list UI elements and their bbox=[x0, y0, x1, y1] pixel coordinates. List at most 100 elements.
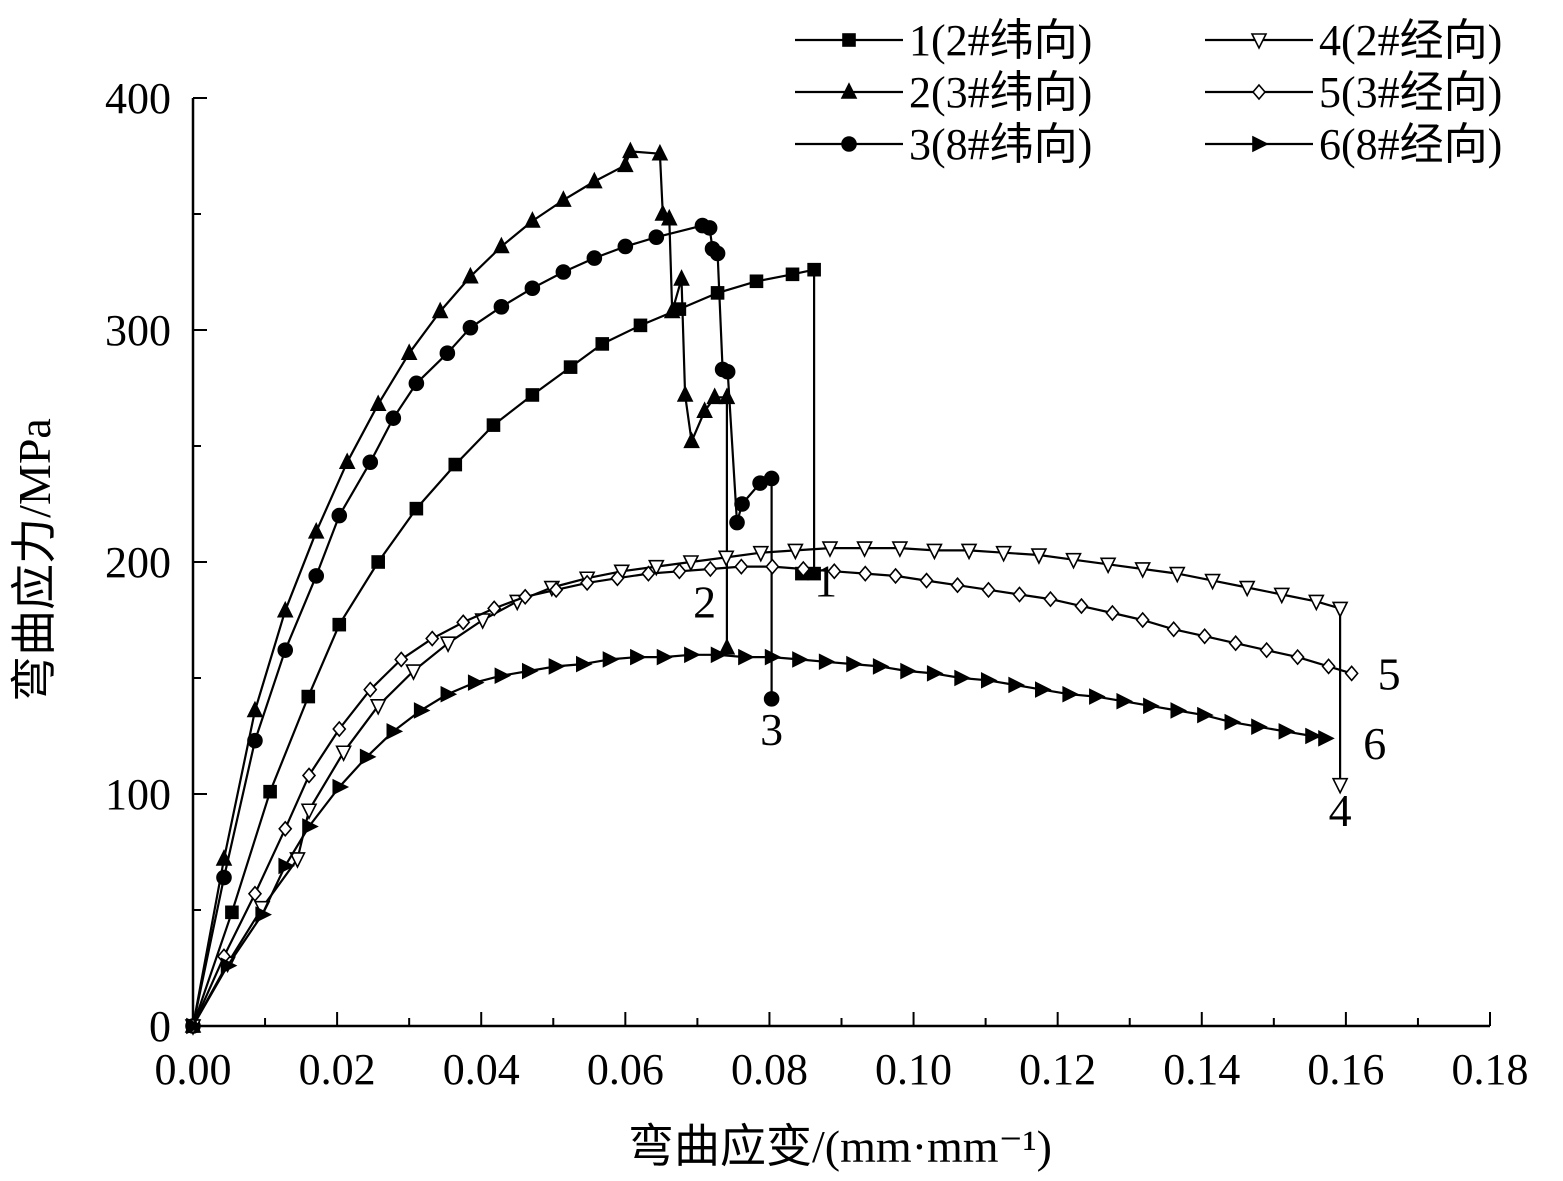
data-point bbox=[764, 648, 782, 666]
legend-item: 3(8#纬向) bbox=[795, 120, 1092, 169]
data-point bbox=[738, 648, 755, 666]
data-point bbox=[307, 522, 325, 539]
data-point bbox=[752, 545, 770, 563]
legend-label: 3(8#纬向) bbox=[909, 120, 1092, 169]
data-point bbox=[586, 171, 603, 189]
x-tick-label: 0.18 bbox=[1452, 1045, 1529, 1094]
x-tick-label: 0.16 bbox=[1307, 1045, 1384, 1094]
legend-label: 6(8#经向) bbox=[1319, 120, 1502, 169]
data-point bbox=[891, 541, 909, 558]
data-point bbox=[660, 208, 678, 226]
data-point bbox=[656, 648, 674, 666]
data-point bbox=[400, 343, 418, 361]
legend-item: 4(2#经向) bbox=[1205, 16, 1502, 65]
data-point bbox=[1168, 566, 1186, 584]
data-point bbox=[630, 648, 647, 666]
legend-marker bbox=[1252, 135, 1269, 153]
data-point bbox=[1166, 621, 1181, 638]
data-point bbox=[1065, 552, 1082, 570]
data-point bbox=[749, 274, 764, 289]
data-point bbox=[332, 720, 347, 738]
data-point bbox=[900, 662, 917, 680]
data-point bbox=[371, 555, 385, 569]
data-point bbox=[524, 211, 541, 228]
data-point bbox=[1273, 587, 1291, 605]
data-point bbox=[277, 642, 294, 658]
data-point bbox=[439, 345, 456, 362]
series-3 bbox=[185, 217, 780, 1034]
data-point bbox=[278, 820, 293, 838]
legend-marker bbox=[841, 136, 857, 152]
data-point bbox=[1204, 573, 1221, 591]
curve-label-4: 4 bbox=[1329, 785, 1352, 836]
data-point bbox=[493, 236, 510, 254]
data-point bbox=[431, 301, 449, 319]
series-line-6 bbox=[192, 653, 1326, 1027]
data-point bbox=[950, 576, 965, 594]
data-point bbox=[186, 1017, 203, 1035]
legend-marker bbox=[842, 33, 856, 47]
data-point bbox=[549, 581, 564, 599]
data-point bbox=[525, 388, 540, 402]
data-point bbox=[359, 748, 377, 766]
data-point bbox=[1062, 685, 1079, 703]
legend-marker bbox=[1251, 83, 1267, 101]
data-point bbox=[413, 702, 431, 719]
data-point bbox=[734, 496, 750, 512]
data-point bbox=[301, 689, 316, 704]
data-point bbox=[338, 452, 356, 470]
data-point bbox=[858, 565, 873, 582]
y-axis-title: 弯曲应力/MPa bbox=[9, 418, 60, 702]
data-point bbox=[247, 732, 263, 749]
legend-marker bbox=[1250, 33, 1268, 50]
curve-label-1: 1 bbox=[814, 556, 837, 607]
data-point bbox=[696, 401, 713, 419]
data-point bbox=[1116, 692, 1134, 710]
data-point bbox=[1344, 665, 1359, 682]
data-point bbox=[888, 567, 903, 585]
y-tick-label: 400 bbox=[105, 74, 171, 123]
data-point bbox=[682, 555, 700, 572]
series-4 bbox=[184, 541, 1349, 1036]
data-point bbox=[763, 470, 780, 487]
data-point bbox=[1170, 702, 1188, 719]
data-point bbox=[462, 266, 479, 284]
data-point bbox=[1308, 594, 1325, 612]
data-point bbox=[785, 267, 800, 282]
data-point bbox=[1321, 658, 1336, 675]
data-point bbox=[787, 543, 804, 561]
data-point bbox=[703, 560, 718, 578]
data-point bbox=[278, 857, 296, 875]
data-point bbox=[405, 664, 422, 681]
data-point bbox=[710, 286, 725, 300]
data-point bbox=[246, 700, 264, 718]
x-tick-label: 0.08 bbox=[731, 1045, 808, 1094]
data-point bbox=[729, 514, 745, 531]
data-point bbox=[331, 507, 348, 524]
x-axis-title: 弯曲应变/(mm·mm⁻¹) bbox=[628, 1121, 1052, 1172]
data-point bbox=[301, 767, 317, 784]
data-point bbox=[586, 250, 603, 266]
data-point bbox=[456, 614, 471, 631]
data-point bbox=[595, 337, 610, 351]
data-point bbox=[610, 570, 625, 587]
data-point bbox=[1089, 688, 1106, 705]
data-point bbox=[960, 543, 978, 561]
data-point bbox=[1251, 718, 1268, 736]
data-point bbox=[289, 852, 306, 869]
data-point bbox=[641, 565, 656, 582]
data-point bbox=[394, 651, 409, 668]
data-point bbox=[555, 264, 572, 280]
data-point bbox=[263, 784, 277, 799]
data-point bbox=[255, 906, 272, 923]
x-tick-label: 0.14 bbox=[1163, 1045, 1240, 1094]
x-tick-label: 0.06 bbox=[587, 1045, 664, 1094]
data-point bbox=[765, 558, 780, 575]
data-point bbox=[718, 638, 736, 655]
data-point bbox=[1035, 681, 1052, 698]
data-point bbox=[648, 559, 665, 577]
data-point bbox=[486, 418, 501, 432]
data-point bbox=[710, 646, 728, 664]
data-point bbox=[617, 238, 634, 255]
